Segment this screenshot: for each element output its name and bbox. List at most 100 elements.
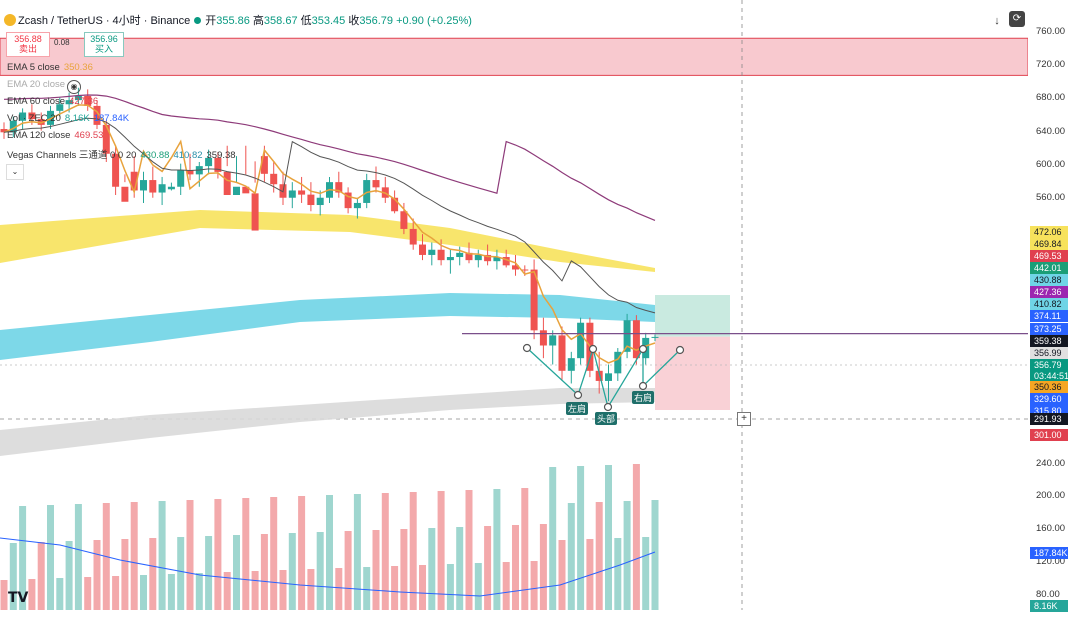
volume-bar xyxy=(363,567,371,610)
candle-body xyxy=(65,100,73,105)
change-value: +0.90 (+0.25%) xyxy=(396,15,472,27)
indicator-ema120[interactable]: EMA 120 close 469.53 xyxy=(7,130,103,141)
price-label-box xyxy=(1030,370,1068,382)
volume-bar xyxy=(484,526,492,610)
volume-bar xyxy=(214,499,222,610)
pattern-point xyxy=(573,390,583,400)
candle-body xyxy=(632,320,640,359)
price-tick: 160.00 xyxy=(1036,523,1065,534)
price-label-box xyxy=(1030,310,1068,322)
candle-body xyxy=(428,249,436,255)
candle-body xyxy=(93,105,101,125)
candle-body xyxy=(242,186,250,194)
price-label: 356.79 xyxy=(1034,360,1062,370)
volume-bar xyxy=(651,500,659,610)
candle-body xyxy=(298,190,306,195)
collapse-chevron-icon[interactable]: ⌄ xyxy=(6,164,24,180)
candlesticks xyxy=(0,87,659,402)
volume-bar xyxy=(465,490,473,610)
indicator-volume[interactable]: Vol · ZEC 20 8.16K 187.84K xyxy=(7,113,129,124)
candle-body xyxy=(446,257,454,261)
indicator-value: 469.53 xyxy=(74,130,104,141)
price-label: 329.60 xyxy=(1034,394,1062,404)
indicator-name: EMA 20 close xyxy=(7,79,66,90)
volume-bar xyxy=(93,540,101,610)
candle-body xyxy=(512,265,519,270)
candle-body xyxy=(112,153,120,187)
symbol-title[interactable]: Zcash / TetherUS · 4小时 · Binance xyxy=(18,15,191,27)
price-tick: 640.00 xyxy=(1036,126,1065,137)
volume-bar xyxy=(623,501,631,610)
visibility-icon[interactable]: ◉ xyxy=(67,80,81,94)
price-label-box xyxy=(1030,323,1068,335)
candle-body xyxy=(288,190,296,198)
indicator-vegas[interactable]: Vegas Channels 三通道 0 0 20 430.88 410.82 359… xyxy=(7,147,236,161)
volume-bar xyxy=(353,494,361,610)
volume-bar xyxy=(195,573,203,610)
candle-body xyxy=(539,330,547,346)
volume-bar xyxy=(140,575,147,610)
price-tick: 600.00 xyxy=(1036,159,1065,170)
candle-body xyxy=(233,186,240,195)
price-tick: 680.00 xyxy=(1036,92,1065,103)
volume-bar xyxy=(74,504,82,610)
arrow-down-icon[interactable]: ↓ xyxy=(994,15,1000,27)
price-label-box xyxy=(1030,262,1068,274)
candle-body xyxy=(651,336,659,338)
volume-bar xyxy=(223,572,231,610)
candle-body xyxy=(102,124,110,154)
refresh-icon[interactable]: ⟳ xyxy=(1009,11,1025,27)
add-crosshair-icon[interactable]: + xyxy=(737,412,751,426)
buy-button[interactable]: 356.96 买入 xyxy=(84,32,124,57)
volume-bar xyxy=(381,493,389,610)
left-shoulder-label-box xyxy=(566,402,588,415)
candle-body xyxy=(149,180,157,193)
indicator-ema5[interactable]: EMA 5 close 350.36 xyxy=(7,62,93,73)
vegas-channels xyxy=(0,210,655,456)
high-label: 高 xyxy=(252,15,264,27)
price-label: 03:44:51 xyxy=(1034,371,1069,381)
price-label-box xyxy=(1030,286,1068,298)
candle-body xyxy=(335,182,343,193)
indicator-name: EMA 120 close xyxy=(7,130,71,141)
indicator-value-ma: 187.84K xyxy=(93,113,130,124)
volume-bar xyxy=(316,532,324,610)
volume-bar xyxy=(502,562,510,610)
price-label-box xyxy=(1030,347,1068,359)
volume-bar xyxy=(167,574,175,610)
price-label: 291.93 xyxy=(1034,414,1062,424)
candle-body xyxy=(419,244,426,255)
volume-bar xyxy=(112,576,120,610)
volume-bar xyxy=(521,488,529,610)
price-label: 442.01 xyxy=(1034,263,1062,273)
indicator-ema20[interactable]: EMA 20 close xyxy=(7,79,65,90)
volume-bar xyxy=(567,503,575,610)
volume-bar xyxy=(130,502,138,610)
volume-bars xyxy=(0,464,659,610)
right-shoulder-label-box xyxy=(632,391,654,404)
volume-bar xyxy=(65,541,73,610)
candle-body xyxy=(223,171,231,195)
candle-body xyxy=(549,335,557,346)
price-label: 430.88 xyxy=(1034,275,1062,285)
candle-body xyxy=(400,211,408,229)
price-label: 187.84K xyxy=(1034,548,1068,558)
candle-body xyxy=(316,197,324,206)
volume-bar xyxy=(493,489,501,610)
volume-bar xyxy=(251,571,259,610)
volume-bar xyxy=(437,491,445,610)
indicator-ema60[interactable]: EMA 60 close 427.36 xyxy=(7,96,98,107)
volume-bar xyxy=(37,542,45,610)
candle-body xyxy=(130,171,138,191)
volume-bar xyxy=(372,530,380,610)
buy-price: 356.96 xyxy=(90,34,118,44)
price-label-box xyxy=(1030,335,1068,347)
vegas-grey-band xyxy=(0,388,655,456)
volume-bar xyxy=(446,564,454,610)
volume-bar xyxy=(474,563,482,610)
sell-button[interactable]: 356.88 卖出 xyxy=(6,32,50,57)
candle-body xyxy=(47,110,54,125)
volume-bar xyxy=(205,536,213,610)
